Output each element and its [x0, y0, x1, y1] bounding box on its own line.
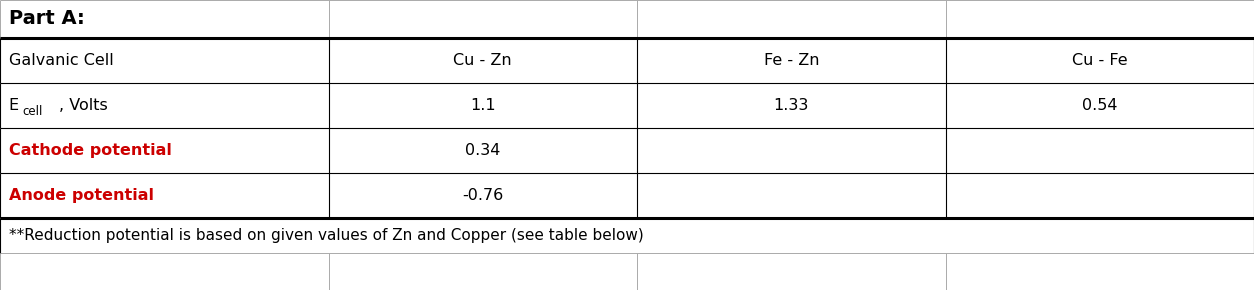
Text: Cu - Fe: Cu - Fe: [1072, 53, 1127, 68]
Text: 0.54: 0.54: [1082, 98, 1117, 113]
Text: Cu - Zn: Cu - Zn: [454, 53, 512, 68]
Text: cell: cell: [23, 105, 43, 118]
Text: Part A:: Part A:: [9, 10, 84, 28]
Text: 0.34: 0.34: [465, 143, 500, 158]
Text: 1.33: 1.33: [774, 98, 809, 113]
Text: Fe - Zn: Fe - Zn: [764, 53, 819, 68]
Text: **Reduction potential is based on given values of Zn and Copper (see table below: **Reduction potential is based on given …: [9, 228, 643, 243]
Text: Galvanic Cell: Galvanic Cell: [9, 53, 114, 68]
Text: Cathode potential: Cathode potential: [9, 143, 172, 158]
Text: , Volts: , Volts: [59, 98, 108, 113]
Text: Anode potential: Anode potential: [9, 188, 154, 203]
Text: 1.1: 1.1: [470, 98, 495, 113]
Text: E: E: [9, 98, 19, 113]
Text: -0.76: -0.76: [463, 188, 503, 203]
